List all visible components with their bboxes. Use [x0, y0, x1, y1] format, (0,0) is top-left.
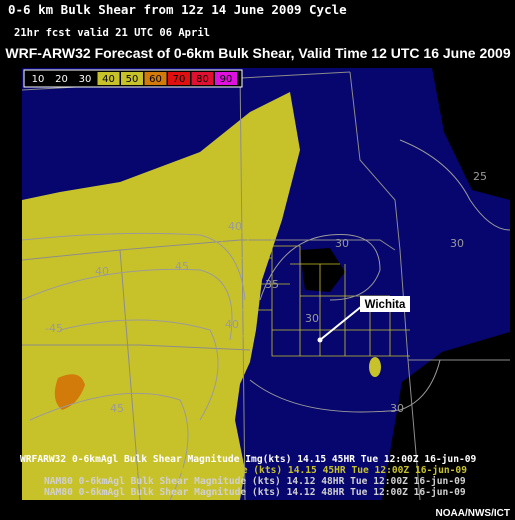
- low-shear-region: [432, 68, 510, 200]
- state-borders: [21, 69, 510, 501]
- legend-swatch: [191, 72, 214, 85]
- legend-label: 10: [32, 74, 45, 85]
- contour-label: 30: [305, 312, 319, 325]
- footer-line: WRFARW32 0-6kmAgl Bulk Shear Magnitude (…: [28, 464, 467, 476]
- legend-swatch: [215, 72, 237, 85]
- contour-label: 30: [335, 237, 349, 250]
- contour-lines: [21, 139, 511, 501]
- footer: WRFARW32 0-6kmAgl Bulk Shear Magnitude I…: [20, 453, 477, 498]
- legend-label: 80: [196, 74, 209, 85]
- legend-label: 30: [79, 74, 92, 85]
- legend-label: 70: [173, 74, 186, 85]
- county-lines: [221, 231, 410, 357]
- contour-label: 40: [228, 220, 242, 233]
- legend-swatch: [121, 72, 143, 85]
- city-marker: Wichita: [317, 296, 410, 343]
- contour-label: 45: [110, 402, 124, 415]
- legend-label: 90: [220, 74, 233, 85]
- footer-line: NAM80 0-6kmAgl Bulk Shear Magnitude (kts…: [44, 475, 466, 487]
- footer-line: WRFARW32 0-6kmAgl Bulk Shear Magnitude I…: [20, 453, 477, 465]
- contour-label: 35: [265, 278, 279, 291]
- legend-label: 60: [149, 74, 162, 85]
- contour-label: 25: [473, 170, 487, 183]
- legend-swatch: [144, 72, 167, 85]
- legend-swatch: [74, 72, 96, 85]
- contour-label: 40: [95, 265, 109, 278]
- low-shear-region: [382, 332, 510, 500]
- city-pointer: [319, 305, 363, 341]
- contour-labels: 40 40 45 -45 45 40 35 30 30 30 25 30: [45, 170, 487, 415]
- legend-swatch: [168, 72, 190, 85]
- city-label-box: [360, 296, 410, 312]
- shear-60-region: [54, 374, 85, 410]
- shear-40-region: [22, 92, 300, 500]
- city-label: Wichita: [365, 299, 406, 311]
- legend-swatch: [97, 72, 120, 85]
- contour-label: 30: [450, 237, 464, 250]
- legend-swatch: [27, 72, 49, 85]
- contour-label: 40: [225, 318, 239, 331]
- map-title: WRF-ARW32 Forecast of 0-6km Bulk Shear, …: [5, 45, 510, 61]
- legend-swatch: [50, 72, 73, 85]
- contour-label: -45: [45, 322, 63, 335]
- low-shear-region: [300, 248, 345, 292]
- map: [21, 68, 511, 501]
- city-dot: [317, 337, 323, 343]
- header-subtitle: 21hr fcst valid 21 UTC 06 April: [14, 27, 210, 39]
- legend-label: 50: [126, 74, 139, 85]
- credit: NOAA/NWS/ICT: [436, 508, 510, 519]
- footer-line: NAM80 0-6kmAgl Bulk Shear Magnitude (kts…: [44, 486, 466, 498]
- contour-label: 45: [175, 260, 189, 273]
- legend-label: 40: [102, 74, 115, 85]
- header-title: 0-6 km Bulk Shear from 12z 14 June 2009 …: [8, 2, 347, 17]
- legend: 10 20 30 40 50 60 70 80 90: [23, 69, 243, 88]
- contour-label: 30: [390, 402, 404, 415]
- shear-40-region: [369, 357, 381, 377]
- legend-label: 20: [55, 74, 68, 85]
